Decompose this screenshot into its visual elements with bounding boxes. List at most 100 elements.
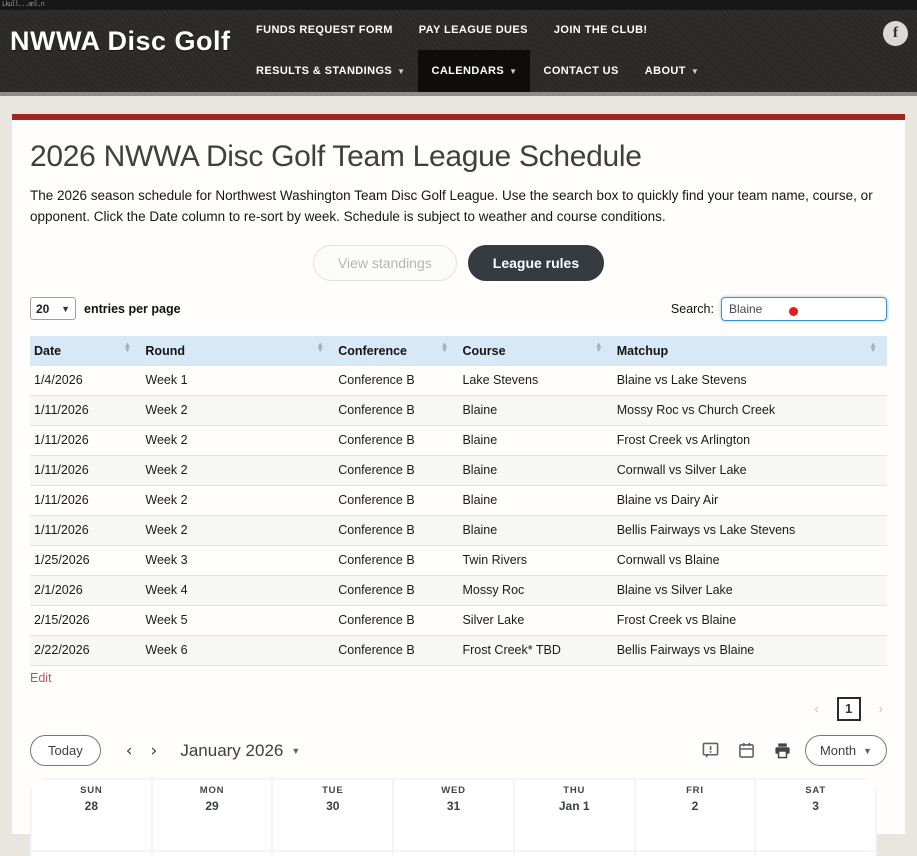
calendar-day-next-week[interactable] [756, 851, 875, 856]
calendar-day-next-week[interactable] [394, 851, 513, 856]
calendar-day-name: TUE [322, 784, 344, 796]
calendar-view-select[interactable]: Month ▼ [804, 735, 887, 767]
page-description: The 2026 season schedule for Northwest W… [30, 188, 873, 224]
calendar-day-sun[interactable]: SUN 28 [32, 779, 151, 850]
current-page-button[interactable]: 1 [836, 696, 861, 721]
calendar-day-tue[interactable]: TUE 30 [273, 779, 393, 850]
nav-item-pay-league-dues[interactable]: PAY LEAGUE DUES [406, 10, 541, 50]
calendar-embed: Today ‹ › January 2026 ▼ [30, 731, 887, 856]
table-cell: Conference B [334, 545, 459, 576]
nav-item-funds-request-form[interactable]: FUNDS REQUEST FORM [243, 10, 406, 50]
nav-item-calendars[interactable]: CALENDARS ▼ [418, 50, 531, 92]
table-cell: Lake Stevens [458, 365, 613, 396]
calendar-day-sat[interactable]: SAT 3 [756, 779, 875, 850]
nav-item-label: FUNDS REQUEST FORM [256, 24, 393, 36]
table-cell: Frost Creek vs Blaine [612, 605, 887, 636]
table-cell: Conference B [334, 605, 459, 636]
calendar-toolbar: Today ‹ › January 2026 ▼ [30, 731, 887, 771]
chevron-down-icon: ▼ [863, 745, 872, 756]
chevron-down-icon: ▼ [61, 303, 70, 314]
calendar-day-next-week[interactable] [635, 851, 755, 856]
table-cell: Week 2 [141, 515, 335, 546]
nav-item-results-standings[interactable]: RESULTS & STANDINGS ▼ [243, 50, 418, 92]
calendar-day-wed[interactable]: WED 31 [394, 779, 513, 850]
calendar-day-next-week[interactable] [152, 851, 272, 856]
table-cell: Cornwall vs Silver Lake [612, 455, 887, 486]
sort-asc-icon: ▲ [869, 339, 877, 349]
today-button[interactable]: Today [30, 735, 101, 767]
calendar-day-next-week[interactable] [514, 851, 634, 856]
table-cell: Silver Lake [458, 605, 613, 636]
table-cell: Conference B [334, 365, 459, 396]
content-card: 2026 NWWA Disc Golf Team League Schedule… [12, 114, 905, 856]
calendar-day-next-week[interactable] [273, 851, 393, 856]
nav-item-label: CONTACT US [543, 65, 619, 77]
edit-link[interactable]: Edit [30, 670, 52, 685]
league-rules-button[interactable]: League rules [467, 244, 605, 281]
table-cell: 2/22/2026 [30, 635, 142, 666]
sort-desc-icon: ▼ [316, 344, 325, 354]
table-row: 1/25/2026 Week 3 Conference B Twin Rivers Co… [30, 545, 887, 576]
table-row: 1/11/2026 Week 2 Conference B Blaine Blaine … [30, 485, 887, 516]
calendar-day-next-week[interactable] [32, 851, 151, 856]
calendar-day-name: THU [563, 784, 586, 796]
table-cell: Conference B [334, 635, 459, 666]
table-cell: Week 1 [141, 365, 335, 396]
table-cell: Blaine [458, 515, 613, 546]
column-header-date[interactable]: Date ▲ ▼ [30, 335, 142, 366]
calendar-day-fri[interactable]: FRI 2 [635, 779, 755, 850]
feedback-icon[interactable] [702, 742, 719, 759]
nav-item-about[interactable]: ABOUT ▼ [632, 50, 712, 92]
facebook-icon[interactable]: f [883, 21, 908, 46]
column-header-round[interactable]: Round ▲ ▼ [141, 335, 335, 366]
search-wrap [721, 296, 887, 321]
search-input[interactable] [721, 296, 887, 321]
table-cell: Week 2 [141, 425, 335, 456]
click-indicator-dot [789, 306, 798, 316]
calendar-grid: SUN 28 MON 29 TUE 30 WED 31 THU Jan 1 FRI 2 SAT 3 [30, 777, 877, 856]
calendar-next-icon[interactable]: › [150, 740, 158, 761]
column-header-matchup[interactable]: Matchup ▲ ▼ [612, 335, 887, 366]
calendar-day-number: 29 [205, 798, 219, 813]
table-cell: Week 2 [141, 395, 335, 426]
table-cell: Conference B [334, 425, 459, 456]
nav-item-contact-us[interactable]: CONTACT US [530, 50, 631, 92]
calendar-day-mon[interactable]: MON 29 [152, 779, 272, 850]
nav-item-join-the-club[interactable]: JOIN THE CLUB! [541, 10, 661, 50]
sort-desc-icon: ▼ [123, 344, 132, 354]
table-cell: Blaine [458, 395, 613, 426]
column-header-course[interactable]: Course ▲ ▼ [458, 335, 613, 366]
print-icon[interactable] [774, 742, 791, 759]
date-picker-icon[interactable] [738, 742, 755, 759]
column-header-conference[interactable]: Conference ▲ ▼ [334, 335, 459, 366]
page-title: 2026 NWWA Disc Golf Team League Schedule [30, 140, 642, 173]
page-size-select[interactable]: 20 ▼ [30, 297, 76, 321]
calendar-day-number: Jan 1 [558, 798, 590, 813]
nav-item-label: JOIN THE CLUB! [553, 24, 648, 36]
calendar-prev-icon[interactable]: ‹ [125, 740, 133, 761]
table-row: 1/11/2026 Week 2 Conference B Blaine Bellis … [30, 515, 887, 546]
calendar-title[interactable]: January 2026 ▼ [180, 741, 300, 761]
calendar-day-number: 30 [326, 798, 340, 813]
sort-asc-icon: ▲ [594, 339, 603, 349]
calendar-day-name: SAT [805, 784, 826, 796]
view-standings-button[interactable]: View standings [312, 244, 457, 281]
table-cell: Week 3 [141, 545, 335, 576]
table-cell: 1/11/2026 [30, 485, 142, 516]
table-cell: 1/4/2026 [30, 365, 142, 396]
table-cell: Conference B [334, 575, 459, 606]
table-cell: Bellis Fairways vs Blaine [612, 635, 887, 666]
table-cell: Conference B [334, 515, 459, 546]
sort-desc-icon: ▼ [440, 344, 449, 354]
browser-tab-artifact: Lkull...anl.n [2, 0, 45, 8]
site-logo[interactable]: NWWA Disc Golf [10, 26, 231, 56]
calendar-day-thu[interactable]: THU Jan 1 [514, 779, 634, 850]
table-cell: Blaine [458, 425, 613, 456]
next-page-icon[interactable]: › [878, 701, 883, 717]
calendar-day-name: WED [441, 784, 466, 796]
table-cell: Cornwall vs Blaine [612, 545, 887, 576]
calendar-day-name: SUN [80, 784, 103, 796]
table-cell: Week 5 [141, 605, 335, 636]
prev-page-icon[interactable]: ‹ [814, 701, 819, 717]
table-cell: Blaine [458, 455, 613, 486]
